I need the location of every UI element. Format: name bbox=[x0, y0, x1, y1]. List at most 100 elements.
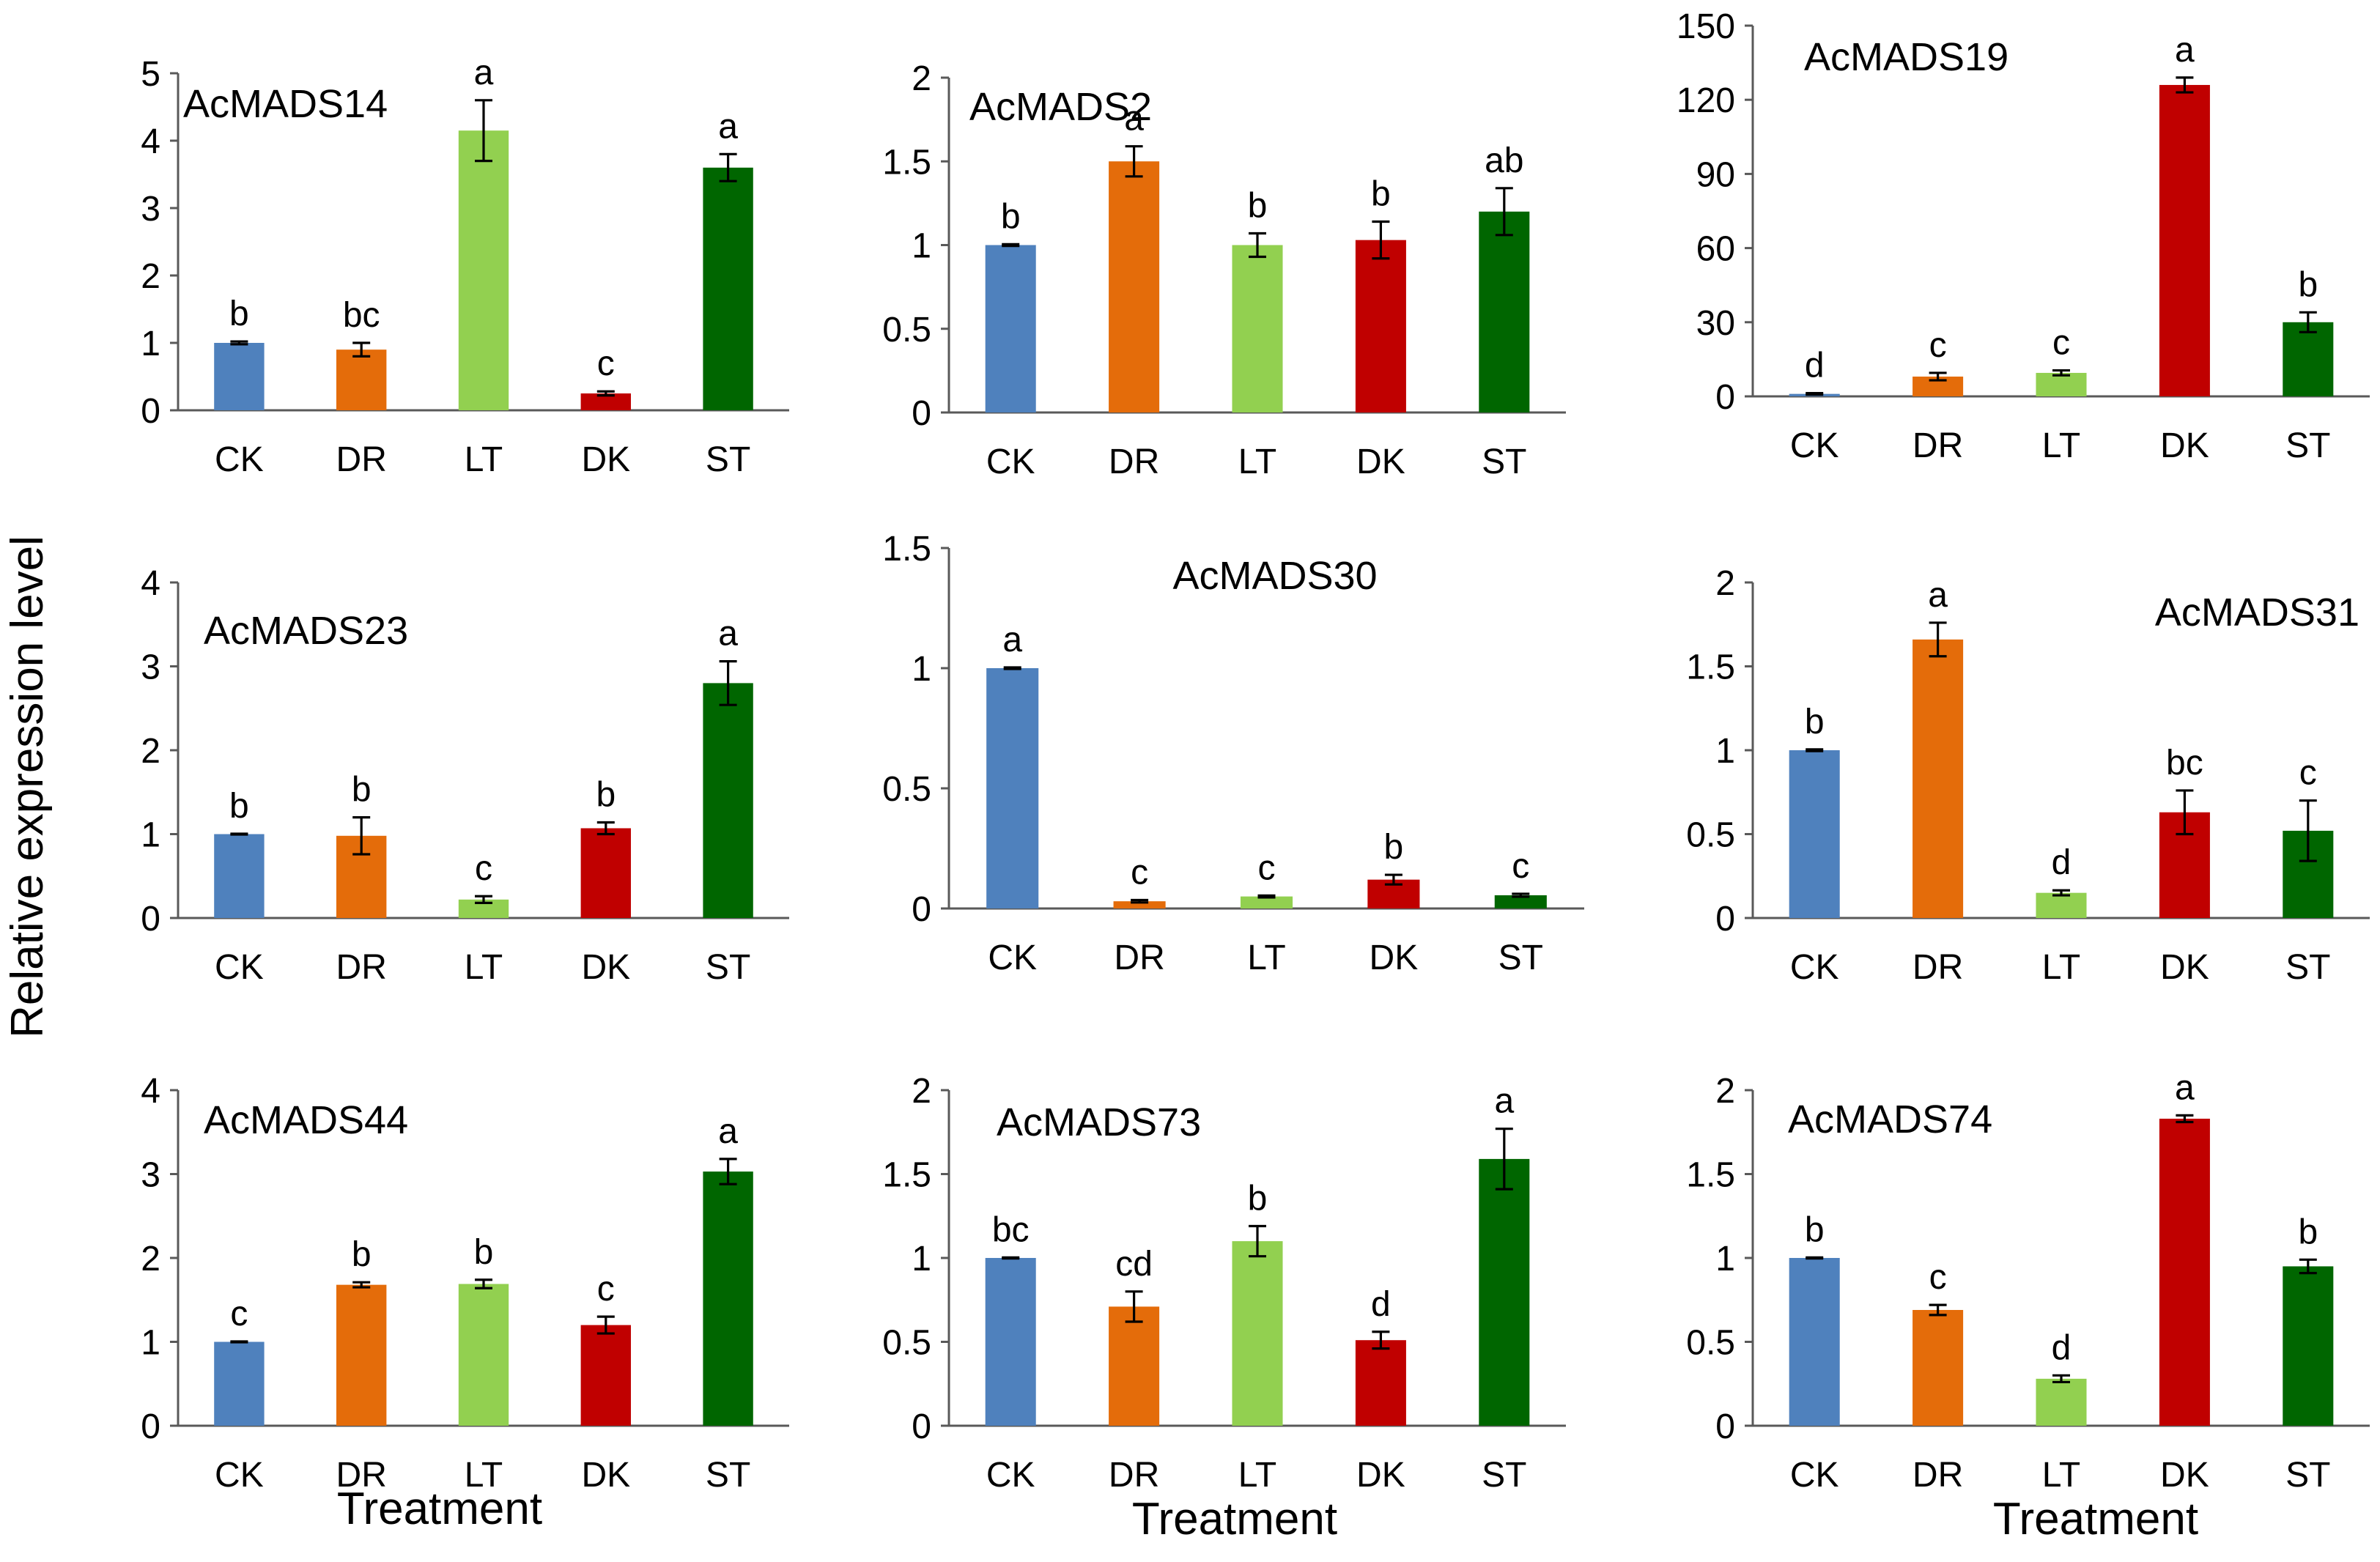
bar-dk bbox=[580, 1325, 631, 1426]
bar-ck bbox=[1789, 1258, 1840, 1426]
x-tick-label-dr: DR bbox=[336, 440, 387, 479]
error-bar-lt bbox=[2052, 889, 2070, 897]
chart-title: AcMADS19 bbox=[1804, 35, 2008, 79]
x-tick-label-dr: DR bbox=[1114, 939, 1164, 977]
chart-panel-acmads73: 0 0.5 1 1.5 2 bc CK cd DR b LT d DK a ST AcMADS73 Treatm… bbox=[882, 1072, 1566, 1544]
significance-label-dr: c bbox=[1929, 326, 1947, 365]
bar-st bbox=[2283, 322, 2334, 396]
error-bar-lt bbox=[475, 99, 492, 163]
significance-label-ck: bc bbox=[992, 1210, 1030, 1249]
x-tick-label-st: ST bbox=[2285, 948, 2330, 987]
y-tick-label: 0 bbox=[1715, 900, 1735, 939]
y-tick-label: 2 bbox=[141, 257, 160, 296]
error-bar-ck bbox=[1002, 1256, 1020, 1260]
y-tick-label: 0.5 bbox=[1686, 816, 1735, 855]
x-tick-label-dk: DK bbox=[581, 440, 630, 479]
significance-label-st: c bbox=[1512, 847, 1529, 886]
significance-label-ck: b bbox=[1001, 197, 1021, 236]
error-bar-lt bbox=[1249, 232, 1266, 259]
error-bar-lt bbox=[475, 895, 492, 904]
x-tick-label-st: ST bbox=[2285, 426, 2330, 465]
error-bar-st bbox=[1495, 1128, 1513, 1191]
bar-dr bbox=[1912, 1309, 1964, 1426]
error-bar-st bbox=[2299, 311, 2317, 333]
error-bar-dr bbox=[352, 815, 371, 856]
y-tick-label: 60 bbox=[1696, 230, 1735, 269]
y-tick-label: 0 bbox=[141, 1407, 160, 1446]
bar-ck bbox=[985, 1258, 1036, 1426]
significance-label-dk: a bbox=[2175, 1068, 2195, 1107]
chart-panel-acmads23: 0 1 2 3 4 b CK b DR c LT b DK a ST AcMADS23 bbox=[141, 564, 789, 987]
chart-panel-acmads74: 0 0.5 1 1.5 2 b CK c DR d LT a DK b ST AcMADS74 Treatmen… bbox=[1686, 1068, 2370, 1544]
chart-panel-acmads14: 0 1 2 3 4 5 b CK bc DR a LT c DK a ST AcMADS14 bbox=[141, 53, 789, 479]
error-bar-dk bbox=[596, 821, 615, 836]
error-bar-dk bbox=[2176, 789, 2194, 836]
significance-label-dk: b bbox=[596, 775, 616, 814]
x-axis-label: Treatment bbox=[1993, 1494, 2198, 1544]
bar-st bbox=[1479, 211, 1530, 412]
bar-lt bbox=[2036, 1378, 2087, 1426]
y-tick-label: 1.5 bbox=[882, 530, 931, 569]
error-bar-st bbox=[1512, 892, 1530, 898]
x-tick-label-lt: LT bbox=[1238, 1456, 1276, 1495]
x-tick-label-st: ST bbox=[1498, 939, 1543, 977]
error-bar-dr bbox=[1929, 371, 1947, 382]
bar-lt bbox=[2036, 892, 2087, 918]
x-tick-label-dk: DK bbox=[581, 1456, 630, 1495]
y-tick-label: 120 bbox=[1677, 81, 1735, 120]
error-bar-dk bbox=[1372, 1330, 1390, 1350]
significance-label-st: b bbox=[2298, 265, 2318, 304]
y-tick-label: 150 bbox=[1677, 7, 1735, 46]
bar-dr bbox=[1109, 1306, 1160, 1426]
y-tick-label: 2 bbox=[1715, 564, 1735, 603]
y-tick-label: 2 bbox=[1715, 1072, 1735, 1111]
bar-dk bbox=[2159, 1118, 2210, 1426]
bar-dk bbox=[580, 828, 631, 918]
x-tick-label-st: ST bbox=[1482, 443, 1526, 481]
y-tick-label: 4 bbox=[141, 564, 160, 603]
chart-title: AcMADS73 bbox=[997, 1100, 1201, 1144]
significance-label-dk: b bbox=[1384, 828, 1404, 867]
bar-st bbox=[1479, 1158, 1530, 1426]
error-bar-dr bbox=[352, 341, 371, 358]
chart-panel-acmads19: 0 30 60 90 120 150 d CK c DR c LT a DK b ST AcMADS19 bbox=[1677, 7, 2370, 465]
bar-st bbox=[2283, 1266, 2334, 1426]
error-bar-dk bbox=[596, 1315, 615, 1335]
y-tick-label: 1 bbox=[141, 816, 160, 855]
x-tick-label-ck: CK bbox=[1790, 948, 1839, 987]
x-tick-label-ck: CK bbox=[215, 1456, 264, 1495]
significance-label-st: c bbox=[2299, 754, 2317, 793]
y-axis-label: Relative expression level bbox=[2, 536, 53, 1038]
chart-panels: 012345bCKbcDRaLTcDKaSTAcMADS1400.511.52b… bbox=[141, 7, 2370, 1544]
significance-label-st: a bbox=[718, 107, 738, 146]
bar-ck bbox=[986, 668, 1039, 908]
significance-label-dk: c bbox=[597, 344, 615, 383]
x-tick-label-lt: LT bbox=[465, 1456, 503, 1495]
y-tick-label: 90 bbox=[1696, 155, 1735, 194]
x-tick-label-dk: DK bbox=[1356, 1456, 1405, 1495]
x-tick-label-dr: DR bbox=[1912, 426, 1963, 465]
bar-ck bbox=[214, 1341, 265, 1426]
y-tick-label: 1 bbox=[912, 227, 931, 266]
bar-dk bbox=[1355, 240, 1406, 412]
x-tick-label-lt: LT bbox=[465, 948, 503, 987]
error-bar-lt bbox=[1257, 894, 1276, 899]
y-tick-label: 3 bbox=[141, 1156, 160, 1195]
error-bar-dk bbox=[1372, 220, 1390, 260]
bar-dr bbox=[336, 349, 387, 410]
error-bar-ck bbox=[230, 1340, 248, 1344]
significance-label-ck: a bbox=[1002, 621, 1022, 659]
y-tick-label: 0 bbox=[141, 392, 160, 431]
y-tick-label: 3 bbox=[141, 648, 160, 687]
error-bar-dr bbox=[1929, 1303, 1947, 1317]
bar-dr bbox=[1912, 639, 1964, 918]
error-bar-dr bbox=[1131, 898, 1149, 904]
y-tick-label: 2 bbox=[912, 1072, 931, 1111]
chart-title: AcMADS30 bbox=[1172, 554, 1377, 598]
significance-label-st: a bbox=[1494, 1082, 1514, 1121]
bar-st bbox=[1494, 895, 1547, 908]
bar-st bbox=[703, 683, 753, 918]
y-tick-label: 0 bbox=[141, 900, 160, 939]
bar-dr bbox=[1113, 901, 1166, 908]
bar-lt bbox=[458, 1284, 509, 1426]
